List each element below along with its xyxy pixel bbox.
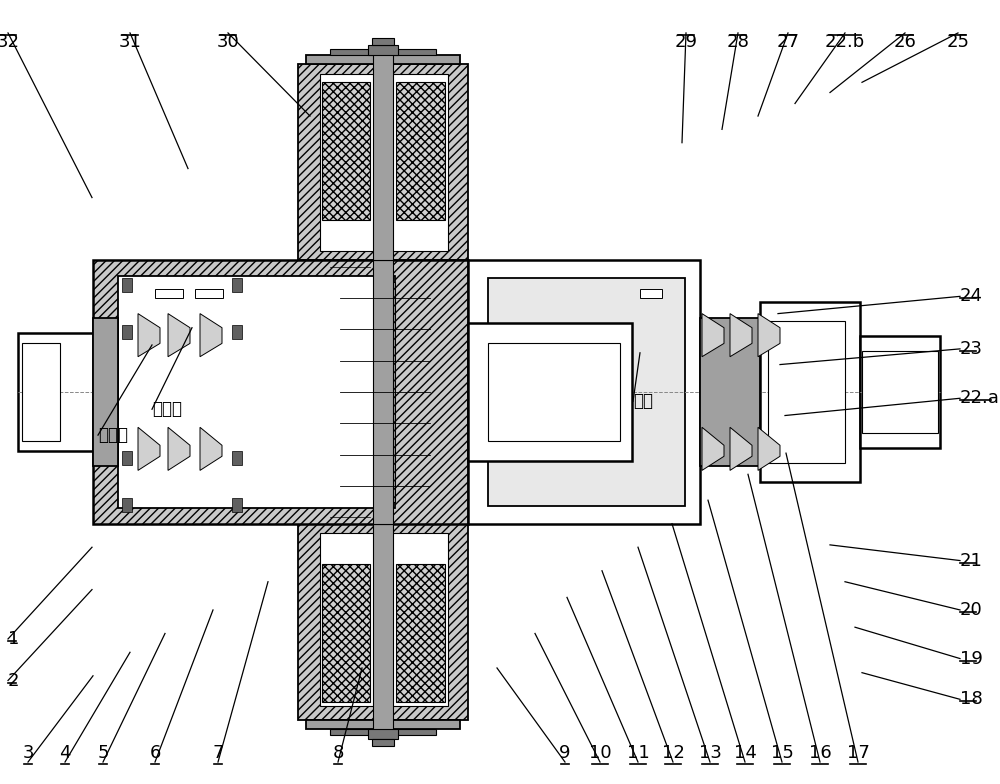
Polygon shape xyxy=(468,323,632,461)
Text: 22.b: 22.b xyxy=(825,33,865,51)
Bar xyxy=(122,278,132,292)
Polygon shape xyxy=(322,82,370,220)
Polygon shape xyxy=(322,564,370,702)
Bar xyxy=(372,739,394,746)
Polygon shape xyxy=(758,314,780,357)
Polygon shape xyxy=(468,260,700,524)
Text: 8: 8 xyxy=(332,744,344,762)
Polygon shape xyxy=(396,564,445,702)
Text: 30: 30 xyxy=(217,33,239,51)
Polygon shape xyxy=(93,318,118,466)
Polygon shape xyxy=(373,524,393,731)
Text: 4: 4 xyxy=(59,744,71,762)
Bar xyxy=(122,451,132,465)
Polygon shape xyxy=(758,427,780,470)
Polygon shape xyxy=(168,427,190,470)
Polygon shape xyxy=(702,427,724,470)
Text: 5: 5 xyxy=(97,744,109,762)
Text: 13: 13 xyxy=(699,744,721,762)
Polygon shape xyxy=(768,321,845,463)
Bar xyxy=(195,289,223,298)
Text: 26: 26 xyxy=(894,33,916,51)
Polygon shape xyxy=(373,53,393,260)
Polygon shape xyxy=(93,260,468,524)
Text: 25: 25 xyxy=(946,33,970,51)
Polygon shape xyxy=(320,74,448,251)
Polygon shape xyxy=(138,427,160,470)
Text: 24: 24 xyxy=(960,288,983,305)
Polygon shape xyxy=(18,333,93,451)
Text: 进水口: 进水口 xyxy=(152,401,182,418)
Polygon shape xyxy=(396,82,445,220)
Bar xyxy=(640,289,662,298)
Polygon shape xyxy=(320,533,448,706)
Text: 19: 19 xyxy=(960,650,983,667)
Bar xyxy=(232,498,242,512)
Text: 28: 28 xyxy=(727,33,749,51)
Polygon shape xyxy=(862,351,938,433)
Text: 9: 9 xyxy=(559,744,571,762)
Polygon shape xyxy=(488,278,685,506)
Text: 3: 3 xyxy=(22,744,34,762)
Text: 21: 21 xyxy=(960,552,983,569)
Polygon shape xyxy=(373,260,393,524)
Text: 2: 2 xyxy=(8,672,20,689)
Polygon shape xyxy=(138,314,160,357)
Text: 17: 17 xyxy=(847,744,869,762)
Polygon shape xyxy=(330,49,436,55)
Bar xyxy=(122,498,132,512)
Polygon shape xyxy=(200,314,222,357)
Polygon shape xyxy=(168,314,190,357)
Text: 12: 12 xyxy=(662,744,684,762)
Polygon shape xyxy=(730,314,752,357)
Polygon shape xyxy=(375,282,395,502)
Bar xyxy=(368,729,398,739)
Text: 油口: 油口 xyxy=(633,393,653,410)
Bar xyxy=(232,451,242,465)
Bar xyxy=(122,325,132,339)
Polygon shape xyxy=(118,276,395,508)
Text: 6: 6 xyxy=(149,744,161,762)
Bar xyxy=(155,289,183,298)
Polygon shape xyxy=(488,343,620,441)
Text: 27: 27 xyxy=(776,33,800,51)
Polygon shape xyxy=(860,336,940,448)
Polygon shape xyxy=(298,524,468,720)
Text: 29: 29 xyxy=(674,33,698,51)
Text: 16: 16 xyxy=(809,744,831,762)
Bar xyxy=(368,45,398,55)
Text: 23: 23 xyxy=(960,340,983,358)
Polygon shape xyxy=(22,343,60,441)
Text: 10: 10 xyxy=(589,744,611,762)
Polygon shape xyxy=(306,55,460,64)
Polygon shape xyxy=(760,302,860,482)
Bar xyxy=(232,325,242,339)
Polygon shape xyxy=(298,64,468,260)
Polygon shape xyxy=(200,427,222,470)
Text: 20: 20 xyxy=(960,601,983,619)
Text: 7: 7 xyxy=(212,744,224,762)
Polygon shape xyxy=(730,427,752,470)
Text: 1: 1 xyxy=(8,630,19,648)
Text: 11: 11 xyxy=(627,744,649,762)
Polygon shape xyxy=(702,314,724,357)
Text: 18: 18 xyxy=(960,691,983,708)
Text: 32: 32 xyxy=(0,33,20,51)
Polygon shape xyxy=(330,729,436,735)
Text: 15: 15 xyxy=(771,744,793,762)
Text: 出水口: 出水口 xyxy=(98,426,128,444)
Polygon shape xyxy=(306,720,460,729)
Bar xyxy=(232,278,242,292)
Bar xyxy=(372,38,394,45)
Text: 14: 14 xyxy=(734,744,756,762)
Text: 22.a: 22.a xyxy=(960,390,1000,407)
Polygon shape xyxy=(700,318,760,466)
Text: 31: 31 xyxy=(119,33,141,51)
